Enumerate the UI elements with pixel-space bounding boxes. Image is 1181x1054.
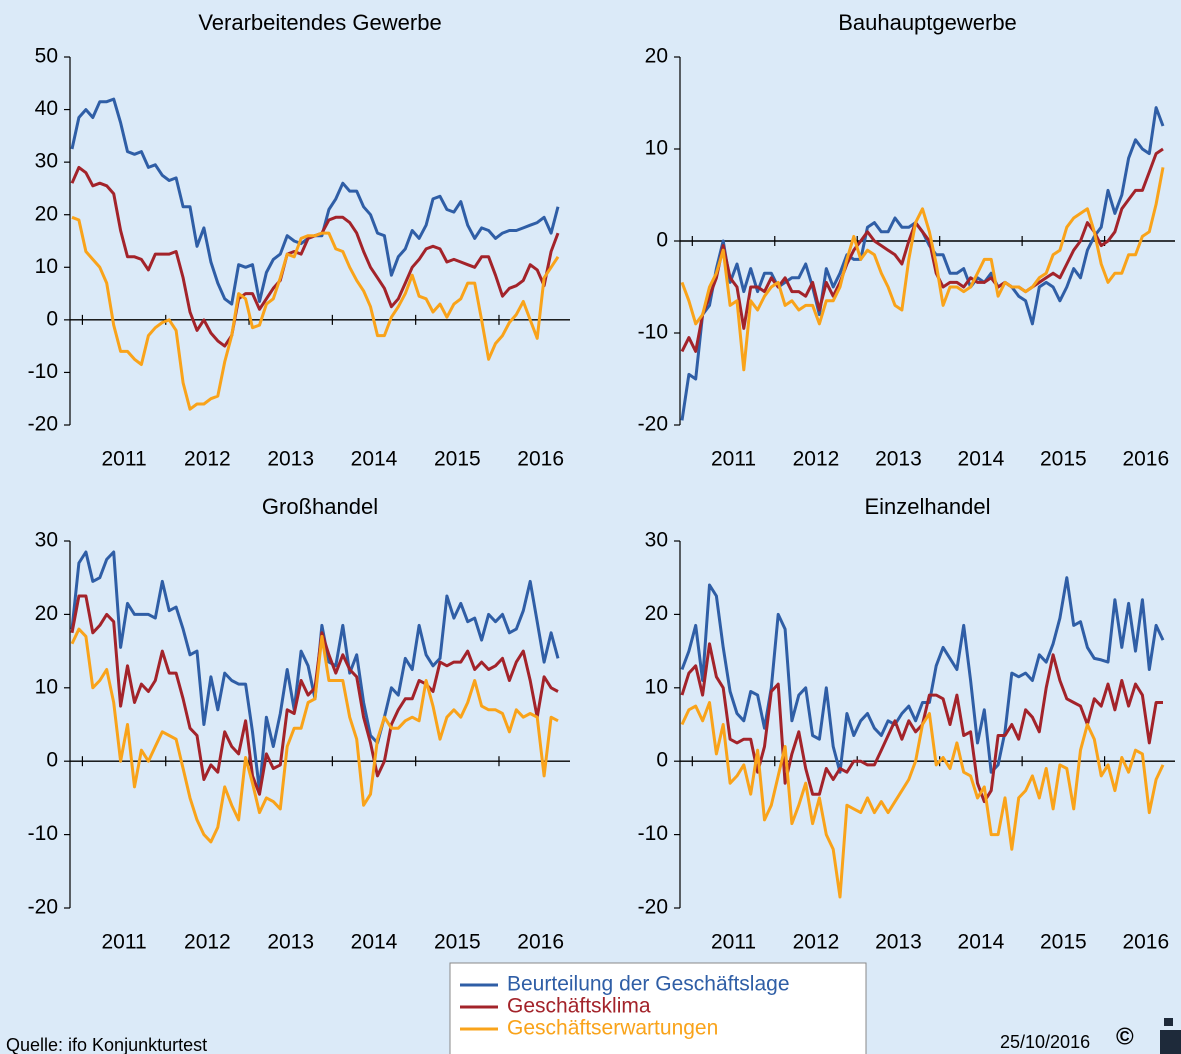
x-tick-label: 2012 — [184, 448, 231, 471]
x-tick-label: 2014 — [958, 931, 1005, 954]
y-tick-label: -20 — [28, 413, 58, 436]
chart-title: Großhandel — [262, 494, 378, 519]
y-tick-label: 20 — [645, 602, 668, 625]
x-tick-label: 2015 — [434, 931, 481, 954]
y-tick-label: 0 — [46, 749, 58, 772]
y-tick-label: 30 — [645, 529, 668, 552]
y-tick-label: 0 — [656, 749, 668, 772]
y-tick-label: -20 — [638, 413, 668, 436]
series-line — [680, 147, 1164, 353]
x-tick-label: 2011 — [101, 931, 146, 954]
y-tick-label: 40 — [35, 97, 58, 120]
y-tick-label: -20 — [28, 896, 58, 919]
x-tick-label: 2014 — [351, 931, 398, 954]
logo-dot — [1164, 1018, 1173, 1026]
x-tick-label: 2013 — [267, 448, 314, 471]
x-tick-label: 2016 — [1122, 931, 1169, 954]
legend-label: Geschäftserwartungen — [507, 1017, 718, 1040]
x-tick-label: 2012 — [793, 931, 840, 954]
legend-box — [449, 962, 867, 1054]
series-line — [680, 167, 1165, 372]
y-tick-label: 30 — [35, 150, 58, 173]
y-tick-label: 0 — [46, 307, 58, 330]
y-tick-label: -10 — [638, 822, 668, 845]
x-tick-label: 2015 — [1040, 931, 1087, 954]
series-line — [70, 627, 559, 844]
y-tick-label: 30 — [35, 529, 58, 552]
x-tick-label: 2016 — [517, 448, 564, 471]
source: Quelle: ifo Konjunkturtest — [6, 1035, 207, 1054]
series-line — [680, 576, 1165, 774]
logo: © — [1116, 1023, 1134, 1050]
x-tick-label: 2013 — [875, 931, 922, 954]
y-tick-label: 10 — [645, 675, 668, 698]
x-tick-label: 2011 — [101, 448, 146, 471]
series-line — [680, 701, 1165, 899]
x-tick-label: 2015 — [1040, 448, 1087, 471]
x-tick-label: 2016 — [517, 931, 564, 954]
chart-title: Verarbeitendes Gewerbe — [198, 10, 441, 35]
x-tick-label: 2013 — [875, 448, 922, 471]
y-tick-label: -10 — [638, 321, 668, 344]
series-line — [71, 215, 560, 411]
legend-label: Beurteilung der Geschäftslage — [507, 973, 790, 996]
x-tick-label: 2012 — [184, 931, 231, 954]
x-tick-label: 2012 — [793, 448, 840, 471]
chart-title: Einzelhandel — [865, 494, 991, 519]
legend-label: Geschäftsklima — [507, 995, 651, 1018]
chart-title: Bauhauptgewerbe — [838, 10, 1017, 35]
y-tick-label: 20 — [35, 202, 58, 225]
x-tick-label: 2014 — [351, 448, 398, 471]
logo-mark — [1160, 1030, 1181, 1054]
y-tick-label: 10 — [645, 137, 668, 160]
x-tick-label: 2014 — [958, 448, 1005, 471]
y-tick-label: 50 — [35, 45, 58, 68]
y-tick-label: -10 — [28, 360, 58, 383]
y-tick-label: -20 — [638, 896, 668, 919]
y-tick-label: 0 — [656, 229, 668, 252]
date: 25/10/2016 — [1000, 1032, 1090, 1052]
y-tick-label: 20 — [35, 602, 58, 625]
x-tick-label: 2013 — [267, 931, 314, 954]
y-tick-label: -10 — [28, 822, 58, 845]
x-tick-label: 2015 — [434, 448, 481, 471]
x-tick-label: 2016 — [1122, 448, 1169, 471]
x-tick-label: 2011 — [711, 931, 756, 954]
x-tick-label: 2011 — [711, 448, 756, 471]
y-tick-label: 20 — [645, 45, 668, 68]
y-tick-label: 10 — [35, 675, 58, 698]
y-tick-label: 10 — [35, 255, 58, 278]
